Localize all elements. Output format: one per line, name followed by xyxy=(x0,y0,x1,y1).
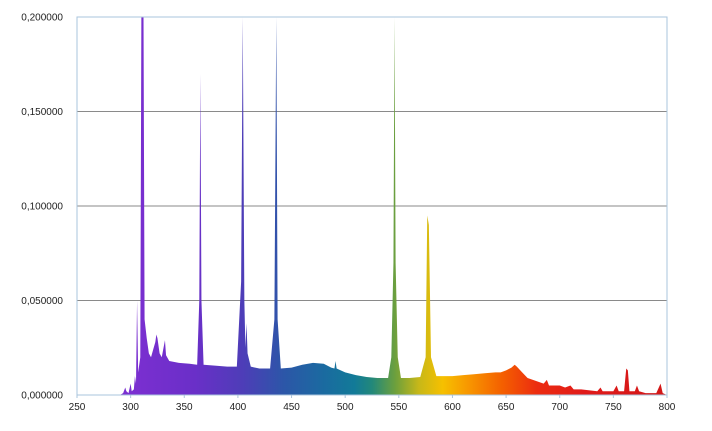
x-tick-label: 350 xyxy=(176,402,193,413)
grid-lines xyxy=(77,111,667,301)
x-tick-label: 700 xyxy=(551,402,568,413)
x-tick-label: 600 xyxy=(444,402,461,413)
x-tick-label: 250 xyxy=(69,402,86,413)
x-tick-label: 650 xyxy=(498,402,515,413)
x-tick-label: 550 xyxy=(390,402,407,413)
x-tick-label: 750 xyxy=(605,402,622,413)
x-tick-label: 400 xyxy=(230,402,247,413)
x-tick-label: 450 xyxy=(283,402,300,413)
x-tick-label: 300 xyxy=(122,402,139,413)
y-axis-ticks: 0,000000 0,050000 0,100000 0,150000 0,200000 xyxy=(21,13,63,402)
y-tick-label: 0,200000 xyxy=(21,13,63,24)
y-tick-label: 0,050000 xyxy=(21,296,63,307)
y-tick-label: 0,000000 xyxy=(21,391,63,402)
y-tick-label: 0,150000 xyxy=(21,107,63,118)
x-axis-ticks: 250 300 350 400 450 500 550 600 650 700 750 800 xyxy=(69,395,676,413)
x-tick-label: 500 xyxy=(337,402,354,413)
y-tick-label: 0,100000 xyxy=(21,202,63,213)
plot-frame xyxy=(76,16,668,396)
x-tick-label: 800 xyxy=(659,402,676,413)
